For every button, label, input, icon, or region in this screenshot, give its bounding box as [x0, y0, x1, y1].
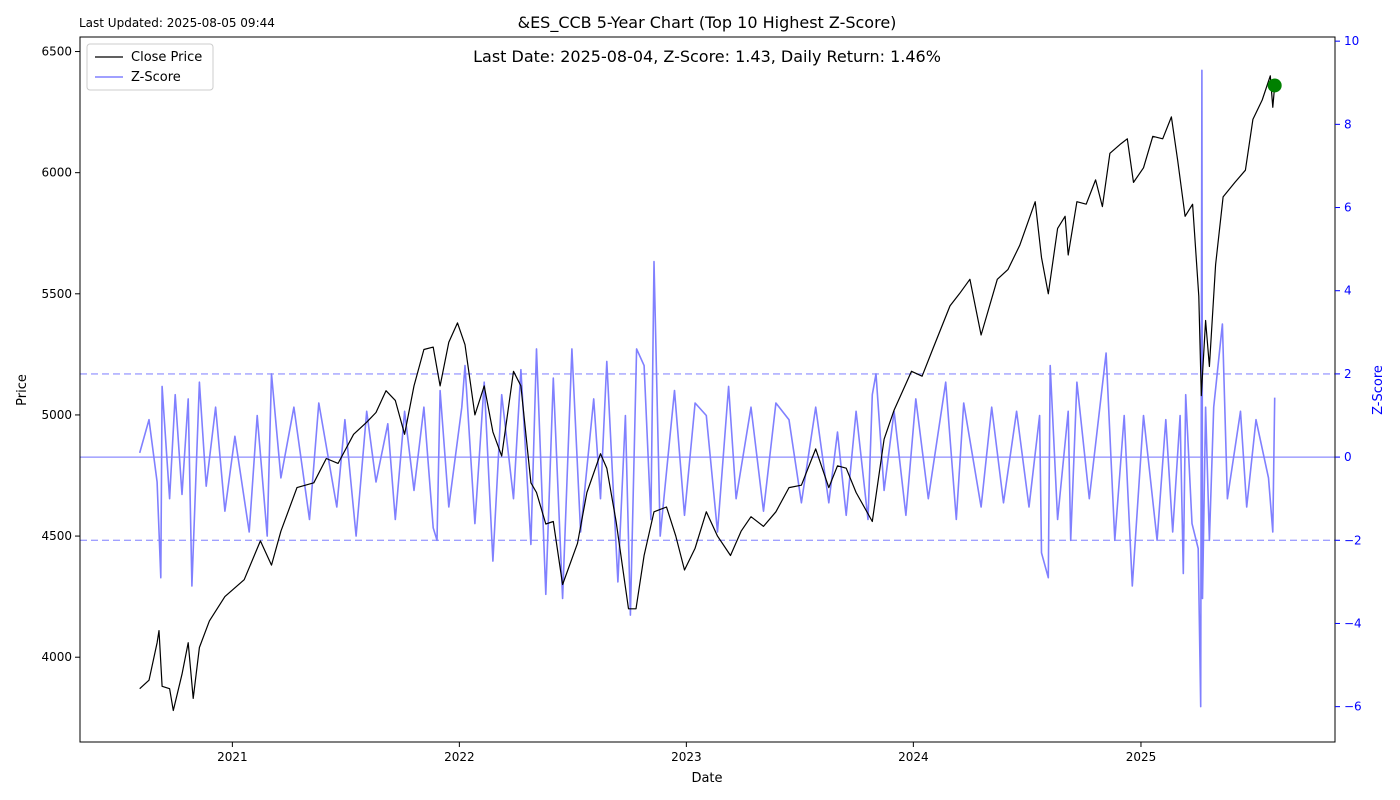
- last-point-marker: [1267, 78, 1282, 93]
- legend-box: [86, 43, 214, 91]
- zscore-series: [138, 69, 1276, 708]
- x-axis: 2021 2022 2023 2024 2025: [217, 742, 1156, 764]
- x-tick-label: 2021: [217, 750, 248, 764]
- legend: Close Price Z-Score: [86, 43, 214, 91]
- y-tick-label-left: 4000: [41, 650, 72, 664]
- last-date-annotation: Last Date: 2025-08-04, Z-Score: 1.43, Da…: [473, 47, 941, 66]
- x-tick-label: 2025: [1126, 750, 1157, 764]
- close-price-line: [139, 75, 1276, 712]
- legend-label-price: Close Price: [131, 50, 202, 65]
- y-tick-label-right: 6: [1344, 201, 1352, 215]
- y-axis-label-right: Z-Score: [1371, 365, 1386, 415]
- x-tick-label: 2023: [671, 750, 702, 764]
- y-tick-label-right: −4: [1344, 616, 1362, 630]
- y-tick-label-right: 10: [1344, 34, 1359, 48]
- price-series: [139, 75, 1276, 712]
- last-updated-text: Last Updated: 2025-08-05 09:44: [79, 16, 275, 30]
- x-tick-label: 2024: [898, 750, 929, 764]
- plot-frame: [79, 36, 1336, 743]
- y-axis-label-left: Price: [15, 374, 30, 406]
- last-close-point: [1267, 78, 1282, 93]
- y-tick-label-left: 6500: [41, 45, 72, 59]
- legend-label-zscore: Z-Score: [131, 70, 181, 85]
- y-axis-left: 4000 4500 5000 5500 6000 6500: [41, 45, 80, 664]
- x-axis-label: Date: [691, 771, 722, 786]
- y-tick-label-left: 4500: [41, 529, 72, 543]
- y-tick-label-right: 0: [1344, 450, 1352, 464]
- y-tick-label-right: −6: [1344, 700, 1362, 714]
- y-tick-label-right: −2: [1344, 533, 1362, 547]
- y-tick-label-right: 2: [1344, 367, 1352, 381]
- chart-title: &ES_CCB 5-Year Chart (Top 10 Highest Z-S…: [518, 13, 897, 33]
- y-tick-label-right: 4: [1344, 284, 1352, 298]
- y-tick-label-left: 5000: [41, 408, 72, 422]
- y-tick-label-right: 8: [1344, 117, 1352, 131]
- zscore-line: [138, 69, 1276, 708]
- y-tick-label-left: 6000: [41, 166, 72, 180]
- x-tick-label: 2022: [444, 750, 475, 764]
- reference-lines: [80, 373, 1335, 541]
- y-tick-label-left: 5500: [41, 287, 72, 301]
- y-axis-right: −6 −4 −2 0 2 4 6 8 10: [1335, 34, 1362, 714]
